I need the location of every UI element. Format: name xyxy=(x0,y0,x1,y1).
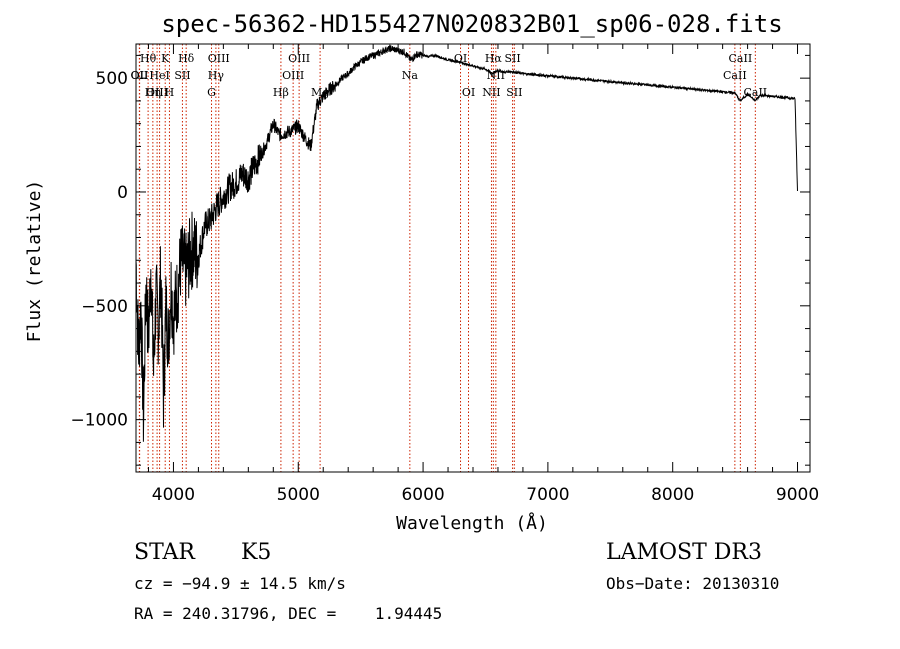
x-tick-label: 5000 xyxy=(277,485,320,505)
x-tick-label: 7000 xyxy=(526,485,569,505)
line-label: H xyxy=(165,86,175,99)
x-tick-label: 4000 xyxy=(152,485,195,505)
y-axis-label: Flux (relative) xyxy=(24,180,45,343)
line-label: OII xyxy=(131,69,149,82)
obs-date-label: Obs−Date: 20130310 xyxy=(606,574,780,593)
line-label: Hβ xyxy=(273,86,289,99)
line-label: K xyxy=(161,52,170,65)
line-label: CaII xyxy=(729,52,753,65)
y-tick-label: −1000 xyxy=(70,411,128,431)
x-tick-label: 9000 xyxy=(776,485,819,505)
line-label: Hδ xyxy=(178,52,195,65)
line-label: SII xyxy=(174,69,190,82)
line-label: OIII xyxy=(146,86,168,99)
line-label: OIII xyxy=(282,69,304,82)
line-label: Hα xyxy=(485,52,503,65)
line-label: Hθ xyxy=(140,52,157,65)
y-tick-label: 0 xyxy=(117,183,128,203)
x-axis-label: Wavelength (Å) xyxy=(396,512,548,534)
line-label: G xyxy=(207,86,216,99)
line-label: OI xyxy=(462,86,475,99)
line-label: Hη xyxy=(145,86,161,99)
line-label: OII xyxy=(131,69,149,82)
line-label: CaII xyxy=(743,86,767,99)
coordinates-label: RA = 240.31796, DEC = 1.94445 xyxy=(134,604,443,623)
line-labels: OIIHθOIIHηOIIIHeIKHSIIHδGHγOIIIHβOIIIOII… xyxy=(131,52,768,99)
line-label: NII xyxy=(482,86,500,99)
line-label: Hγ xyxy=(208,69,225,82)
line-label: HeI xyxy=(149,69,169,82)
spectrum-line xyxy=(135,43,798,442)
line-label: OI xyxy=(454,52,467,65)
chart-title: spec-56362-HD155427N020832B01_sp06-028.f… xyxy=(161,10,782,38)
line-label: SII xyxy=(506,86,522,99)
y-tick-label: −500 xyxy=(81,297,128,317)
line-label: NII xyxy=(487,69,505,82)
redshift-label: cz = −94.9 ± 14.5 km/s xyxy=(134,574,346,593)
line-label: OIII xyxy=(288,52,310,65)
x-tick-label: 8000 xyxy=(651,485,694,505)
survey-label: LAMOST DR3 xyxy=(606,540,762,565)
axis-ticks: 4000 5000 6000 7000 8000 9000 −1000 −500 0 500 xyxy=(70,44,819,505)
line-label: OIII xyxy=(208,52,230,65)
x-tick-label: 6000 xyxy=(401,485,444,505)
class-label: STAR xyxy=(134,540,195,565)
subclass-label: K5 xyxy=(241,540,272,565)
line-label: SII xyxy=(504,52,520,65)
line-label: Mg xyxy=(311,86,329,99)
line-markers xyxy=(138,44,756,472)
line-label: Na xyxy=(402,69,419,82)
plot-frame xyxy=(135,43,811,473)
line-label: CaII xyxy=(723,69,747,82)
y-tick-label: 500 xyxy=(96,69,128,89)
